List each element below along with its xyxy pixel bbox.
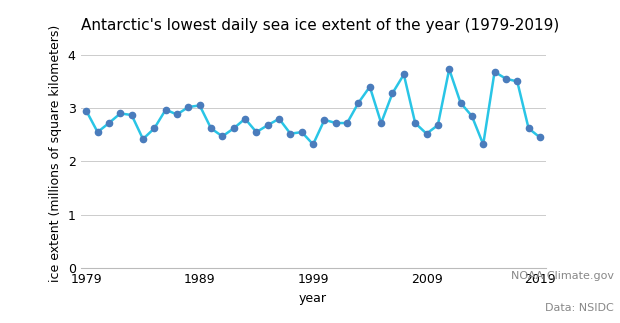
Point [365, 84, 374, 89]
Point [308, 142, 318, 147]
Point [319, 117, 329, 122]
Point [138, 136, 148, 141]
Point [218, 134, 228, 139]
Point [149, 126, 159, 131]
Point [353, 100, 363, 105]
Point [252, 130, 262, 135]
Text: Data: NSIDC: Data: NSIDC [545, 303, 614, 313]
Point [126, 112, 136, 118]
Point [92, 130, 102, 135]
Point [399, 72, 409, 77]
Point [331, 120, 341, 126]
Point [445, 67, 454, 72]
X-axis label: year: year [299, 291, 327, 305]
Point [297, 130, 307, 135]
Point [467, 113, 477, 119]
Point [478, 142, 488, 147]
Point [512, 79, 522, 84]
Point [535, 135, 545, 140]
Point [161, 107, 171, 112]
Point [172, 112, 182, 117]
Point [456, 100, 466, 105]
Point [285, 131, 295, 136]
Point [195, 103, 205, 108]
Point [524, 126, 534, 131]
Point [263, 122, 273, 128]
Point [388, 90, 397, 96]
Point [433, 122, 443, 128]
Point [376, 120, 386, 126]
Point [422, 131, 432, 136]
Point [240, 116, 250, 121]
Point [410, 120, 420, 126]
Point [104, 120, 114, 126]
Point [206, 126, 216, 131]
Point [274, 116, 284, 121]
Y-axis label: ice extent (millions of square kilometers): ice extent (millions of square kilometer… [49, 25, 62, 282]
Point [490, 69, 500, 74]
Point [229, 126, 239, 131]
Point [115, 111, 125, 116]
Text: NOAA Climate.gov: NOAA Climate.gov [511, 271, 614, 281]
Point [501, 76, 511, 81]
Point [342, 120, 352, 126]
Text: Antarctic's lowest daily sea ice extent of the year (1979-2019): Antarctic's lowest daily sea ice extent … [81, 18, 559, 33]
Point [184, 104, 193, 109]
Point [81, 108, 91, 113]
